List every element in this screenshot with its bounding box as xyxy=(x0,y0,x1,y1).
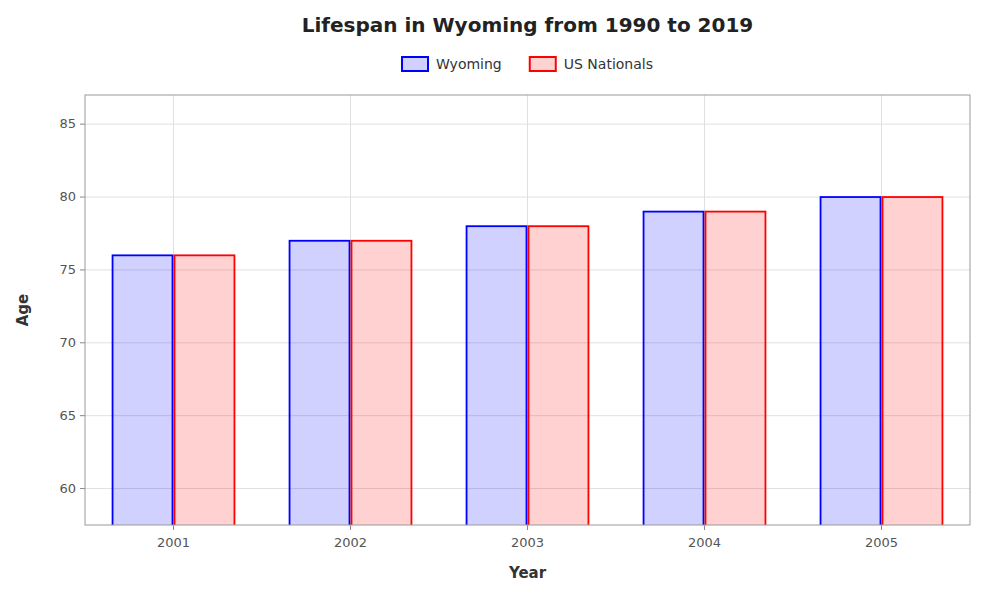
bar xyxy=(821,197,881,525)
y-tick xyxy=(80,415,85,416)
legend-swatch xyxy=(402,57,428,71)
y-tick-label: 75 xyxy=(59,262,76,277)
y-tick xyxy=(80,342,85,343)
x-tick xyxy=(350,525,351,530)
x-tick-label: 2005 xyxy=(865,535,898,550)
bar xyxy=(644,212,704,525)
y-tick-label: 70 xyxy=(59,335,76,350)
x-tick xyxy=(173,525,174,530)
x-tick-label: 2003 xyxy=(511,535,544,550)
chart-svg: 60 65 70 75 80 85 2001 2002 2003 2004 2005 Lifespan… xyxy=(0,0,1000,600)
legend-item: US Nationals xyxy=(530,56,653,72)
y-tick-label: 60 xyxy=(59,481,76,496)
chart-container: 60 65 70 75 80 85 2001 2002 2003 2004 2005 Lifespan… xyxy=(0,0,1000,600)
bar xyxy=(467,226,527,525)
x-tick xyxy=(527,525,528,530)
x-tick-label: 2001 xyxy=(157,535,190,550)
y-tick xyxy=(80,269,85,270)
x-tick xyxy=(881,525,882,530)
legend-label: Wyoming xyxy=(436,56,502,72)
bar xyxy=(883,197,943,525)
x-tick-label: 2002 xyxy=(334,535,367,550)
y-tick-label: 65 xyxy=(59,408,76,423)
x-tick xyxy=(704,525,705,530)
bar xyxy=(113,255,173,525)
y-tick xyxy=(80,124,85,125)
y-tick-label: 80 xyxy=(59,189,76,204)
y-tick xyxy=(80,488,85,489)
y-axis-label: Age xyxy=(14,294,32,327)
bar xyxy=(352,241,412,525)
legend-swatch xyxy=(530,57,556,71)
y-tick-label: 85 xyxy=(59,116,76,131)
x-tick-label: 2004 xyxy=(688,535,721,550)
x-axis-label: Year xyxy=(508,564,547,582)
bar xyxy=(290,241,350,525)
legend-label: US Nationals xyxy=(564,56,653,72)
title: Lifespan in Wyoming from 1990 to 2019 xyxy=(302,13,754,37)
bar xyxy=(706,212,766,525)
legend: Wyoming US Nationals xyxy=(402,56,653,72)
bar xyxy=(529,226,589,525)
bar xyxy=(175,255,235,525)
y-tick xyxy=(80,197,85,198)
plot-frame xyxy=(85,95,970,525)
legend-item: Wyoming xyxy=(402,56,502,72)
bars xyxy=(113,197,943,525)
